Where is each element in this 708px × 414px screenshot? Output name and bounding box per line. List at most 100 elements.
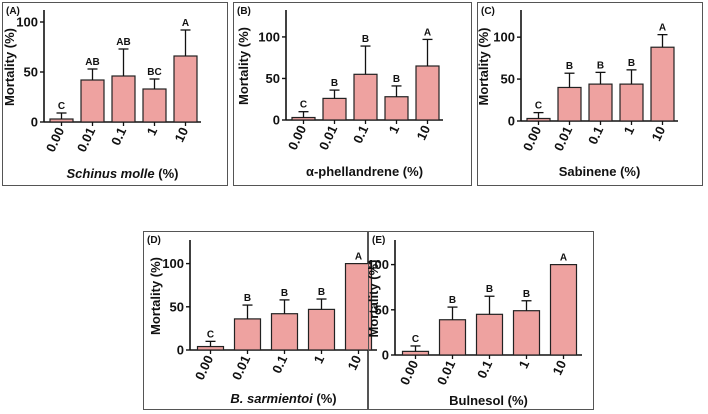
y-tick-label: 0 (31, 115, 38, 130)
x-tick-label: 0.01 (74, 125, 98, 154)
x-tick-label: 1 (386, 123, 403, 136)
significance-letter: B (362, 34, 369, 45)
bar (270, 313, 299, 351)
y-tick-label: 100 (367, 257, 389, 272)
y-tick-label: 0 (382, 348, 389, 363)
bar (233, 318, 262, 351)
significance-letter: A (355, 252, 362, 263)
x-tick-label: 10 (345, 353, 365, 372)
bar (549, 264, 578, 356)
x-tick-label: 0.00 (43, 125, 67, 154)
x-tick-label: 1 (144, 125, 161, 138)
significance-letter: B (566, 61, 573, 72)
bar (291, 116, 316, 121)
significance-letter: B (281, 288, 288, 299)
x-tick-label: 0.1 (108, 125, 129, 148)
y-tick-label: 100 (493, 30, 515, 45)
bar (142, 88, 167, 123)
bar (415, 65, 440, 121)
panel-frame (233, 2, 472, 186)
x-axis-title: Sabinene (%) (559, 164, 641, 179)
significance-letter: C (300, 100, 307, 111)
panel-frame (477, 2, 703, 186)
significance-letter: C (58, 101, 65, 112)
y-axis-title: Mortality (%) (148, 257, 163, 335)
y-tick-label: 0 (273, 113, 280, 128)
bar (512, 310, 541, 356)
significance-letter: AB (85, 57, 99, 68)
panel-frame (368, 231, 594, 410)
panel-label: (D) (147, 235, 161, 246)
significance-letter: C (535, 101, 542, 112)
bar (650, 46, 675, 122)
y-tick-label: 100 (258, 29, 280, 44)
significance-letter: B (393, 74, 400, 85)
bar (49, 118, 74, 123)
bar (401, 350, 430, 356)
panel-frame (2, 2, 228, 186)
significance-letter: AB (116, 37, 130, 48)
y-tick-label: 0 (177, 343, 184, 358)
bar (322, 97, 347, 121)
bar (196, 345, 225, 351)
x-tick-label: 1 (311, 353, 328, 366)
significance-letter: A (182, 18, 189, 29)
x-tick-label: 10 (550, 358, 570, 377)
bar (111, 75, 136, 123)
significance-letter: B (597, 60, 604, 71)
bar (438, 319, 467, 356)
x-tick-label: 10 (649, 124, 669, 143)
x-tick-label: 0.1 (585, 124, 606, 147)
significance-letter: BC (147, 67, 161, 78)
x-tick-label: 0.01 (551, 124, 575, 153)
x-tick-label: 1 (516, 358, 533, 371)
significance-letter: B (244, 293, 251, 304)
bar (173, 55, 198, 123)
x-axis-title: Schinus molle (%) (67, 166, 179, 181)
x-tick-label: 0.1 (350, 123, 371, 146)
x-tick-label: 0.00 (285, 123, 309, 152)
bar (588, 83, 613, 122)
significance-letter: B (331, 78, 338, 89)
x-tick-label: 10 (414, 123, 434, 142)
x-tick-label: 1 (621, 124, 638, 137)
y-tick-label: 50 (266, 71, 280, 86)
y-tick-label: 100 (16, 15, 38, 30)
y-axis-title: Mortality (%) (366, 260, 381, 338)
panel-label: (A) (6, 6, 20, 17)
y-tick-label: 0 (508, 114, 515, 129)
y-tick-label: 50 (501, 72, 515, 87)
bar (353, 73, 378, 121)
x-tick-label: 0.1 (474, 358, 495, 381)
x-tick-label: 0.01 (229, 353, 253, 382)
significance-letter: C (207, 329, 214, 340)
bar (80, 79, 105, 123)
y-tick-label: 50 (170, 299, 184, 314)
significance-letter: B (486, 284, 493, 295)
significance-letter: B (449, 295, 456, 306)
x-tick-label: 0.01 (316, 123, 340, 152)
significance-letter: B (318, 287, 325, 298)
bar (557, 86, 582, 122)
bar (384, 96, 409, 121)
bar (619, 83, 644, 122)
x-tick-label: 0.1 (269, 353, 290, 376)
x-tick-label: 0.01 (434, 358, 458, 387)
significance-letter: B (628, 58, 635, 69)
significance-letter: B (523, 289, 530, 300)
y-axis-title: Mortality (%) (236, 27, 251, 105)
y-tick-label: 50 (375, 302, 389, 317)
bar (526, 117, 551, 122)
y-axis-title: Mortality (%) (2, 28, 17, 106)
significance-letter: A (424, 27, 431, 38)
panel-label: (C) (481, 6, 495, 17)
x-axis-title: B. sarmientoi (%) (230, 391, 336, 406)
x-tick-label: 0.00 (192, 353, 216, 382)
significance-letter: A (560, 253, 567, 264)
x-tick-label: 0.00 (397, 358, 421, 387)
